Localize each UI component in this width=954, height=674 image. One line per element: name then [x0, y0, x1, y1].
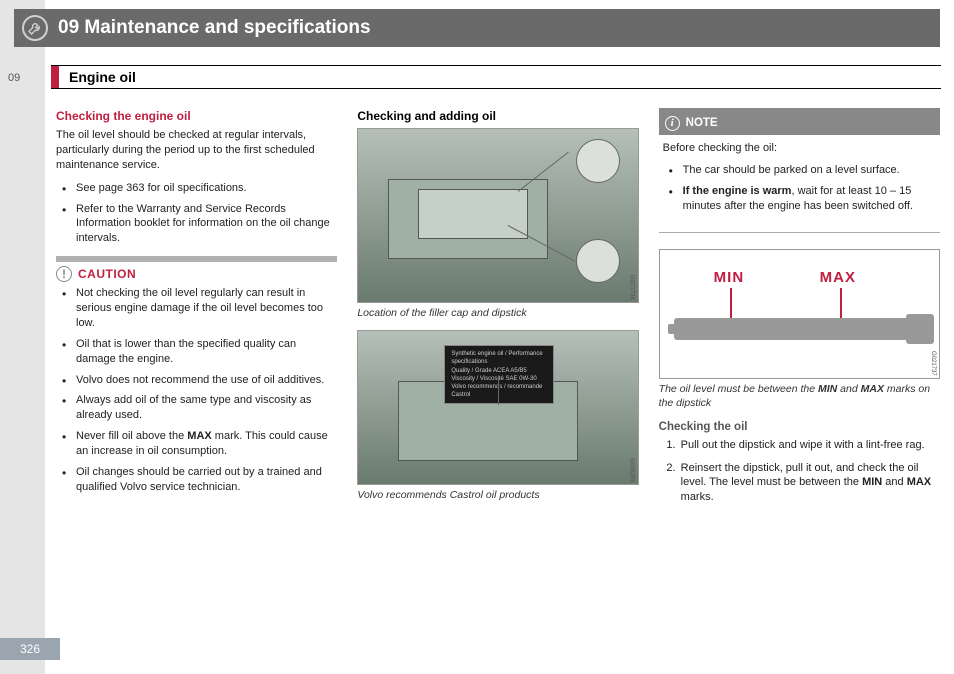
- note-header: i NOTE: [659, 113, 940, 135]
- bullet-item: Refer to the Warranty and Service Record…: [56, 202, 337, 247]
- caution-icon: !: [56, 266, 72, 282]
- col1-bullets: See page 363 for oil specifications. Ref…: [56, 181, 337, 246]
- bullet-item: The car should be parked on a level surf…: [663, 163, 936, 178]
- caution-header: ! CAUTION: [56, 266, 337, 282]
- side-chapter-number: 09: [8, 72, 20, 84]
- col1-intro: The oil level should be checked at regul…: [56, 128, 337, 173]
- oil-spec-label: Synthetic engine oil / Performance speci…: [444, 345, 554, 404]
- side-tab: 09: [0, 0, 45, 674]
- check-heading: Checking the oil: [659, 420, 940, 436]
- column-1: Checking the engine oil The oil level sh…: [56, 108, 337, 513]
- col2-heading: Checking and adding oil: [357, 108, 638, 124]
- note-body: Before checking the oil: The car should …: [659, 135, 940, 214]
- bullet-item: Never fill oil above the MAX mark. This …: [56, 429, 337, 459]
- wrench-icon: [22, 15, 48, 41]
- dipstick-handle: [906, 314, 934, 344]
- bullet-item: Always add oil of the same type and visc…: [56, 393, 337, 423]
- page-number: 326: [0, 638, 60, 660]
- caution-bullets: Not checking the oil level regularly can…: [56, 286, 337, 494]
- dipstick-min-label: MIN: [714, 268, 745, 288]
- chapter-header: 09 Maintenance and specifications: [14, 9, 940, 47]
- step-item: Reinsert the dipstick, pull it out, and …: [679, 461, 940, 506]
- dipstick-max-label: MAX: [820, 268, 856, 288]
- caution-label: CAUTION: [78, 266, 136, 282]
- bullet-item: See page 363 for oil specifications.: [56, 181, 337, 196]
- dipstick-bar: [674, 318, 918, 340]
- figure-filler-cap: G021734: [357, 128, 638, 303]
- note-intro: Before checking the oil:: [663, 141, 936, 156]
- info-icon: i: [665, 116, 680, 131]
- bullet-item: Not checking the oil level regularly can…: [56, 286, 337, 331]
- image-code: G046294: [628, 458, 636, 483]
- fig2-caption: Volvo recommends Castrol oil products: [357, 488, 638, 502]
- fig1-caption: Location of the filler cap and dipstick: [357, 306, 638, 320]
- image-code: G021737: [929, 351, 937, 376]
- column-3: i NOTE Before checking the oil: The car …: [659, 108, 940, 513]
- figure-dipstick: MIN MAX G021737: [659, 249, 940, 379]
- note-box: i NOTE Before checking the oil: The car …: [659, 108, 940, 233]
- figure-castrol: Synthetic engine oil / Performance speci…: [357, 330, 638, 485]
- caution-box: ! CAUTION Not checking the oil level reg…: [56, 256, 337, 494]
- note-bullets: The car should be parked on a level surf…: [663, 163, 936, 214]
- chapter-title: 09 Maintenance and specifications: [58, 17, 371, 39]
- bullet-item: Volvo does not recommend the use of oil …: [56, 373, 337, 388]
- section-accent: [51, 66, 59, 88]
- col1-heading: Checking the engine oil: [56, 108, 337, 124]
- column-2: Checking and adding oil G021734 Location…: [357, 108, 638, 513]
- check-steps: Pull out the dipstick and wipe it with a…: [659, 438, 940, 505]
- section-title: Engine oil: [69, 69, 136, 85]
- bullet-item: Oil changes should be carried out by a t…: [56, 465, 337, 495]
- bullet-item: Oil that is lower than the specified qua…: [56, 337, 337, 367]
- section-bar: Engine oil: [51, 65, 941, 89]
- image-code: G021734: [628, 275, 636, 300]
- bullet-item: If the engine is warm, wait for at least…: [663, 184, 936, 214]
- step-item: Pull out the dipstick and wipe it with a…: [679, 438, 940, 453]
- note-label: NOTE: [686, 116, 718, 132]
- content-columns: Checking the engine oil The oil level sh…: [56, 108, 940, 513]
- dipstick-caption: The oil level must be between the MIN an…: [659, 382, 940, 410]
